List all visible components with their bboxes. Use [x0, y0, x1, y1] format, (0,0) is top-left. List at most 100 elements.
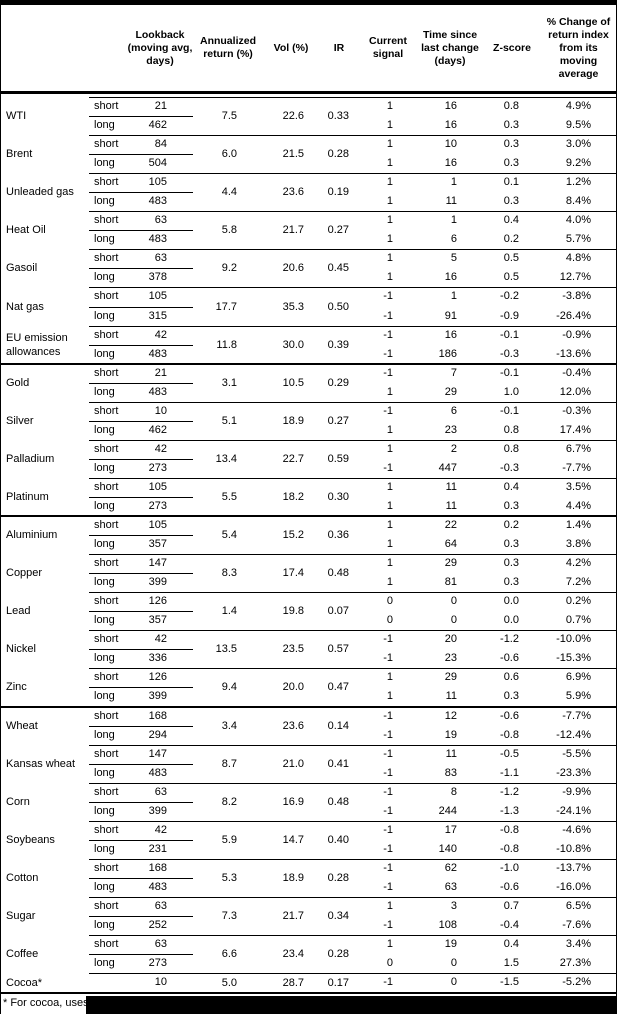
time-since-value: 23 — [444, 423, 457, 436]
z-score-value: 0.1 — [503, 176, 519, 189]
leg-label: long — [94, 880, 115, 893]
time-since-value: 10 — [444, 138, 457, 151]
z-score-value: -0.1 — [500, 404, 519, 417]
signal-value: -1 — [383, 328, 393, 341]
leg-label: short — [94, 519, 119, 532]
subrow-divider — [89, 535, 193, 537]
leg-label-column: short long — [89, 402, 127, 440]
pct-change-value: 9.2% — [565, 157, 591, 170]
annualized-return-value: 5.8 — [221, 224, 237, 237]
signal-value: 1 — [386, 233, 393, 246]
time-since-value: 16 — [444, 328, 457, 341]
row-divider — [89, 592, 616, 594]
z-score-value: 0.3 — [503, 538, 519, 551]
time-since-value: 1 — [450, 290, 457, 303]
z-score-value: -0.8 — [500, 842, 519, 855]
commodity-block: Cotton short long 168 483 5.3 18.9 0.28 -1 -1 62 63… — [1, 858, 616, 897]
lookback-value-column: 105 357 — [127, 516, 193, 554]
subrow-divider — [89, 916, 193, 918]
vol-value: 18.9 — [282, 414, 304, 427]
pct-change-value: -24.1% — [556, 804, 591, 817]
z-score-value-column: 0.8 -0.3 — [483, 440, 541, 478]
commodity-name: Cotton — [6, 871, 39, 884]
commodity-name: Lead — [6, 605, 31, 618]
pct-change-value: 0.2% — [565, 595, 591, 608]
ir-value: 0.07 — [327, 605, 349, 618]
lookback-value: 63 — [154, 899, 167, 912]
commodity-name: Gasoil — [6, 262, 38, 275]
signal-value-column: -1 -1 — [359, 821, 417, 859]
ir-value: 0.28 — [327, 871, 349, 884]
commodity-name: Wheat — [6, 719, 38, 732]
commodity-block: Coffee short long 63 273 6.6 23.4 0.28 1 0 19 0 0.4 1… — [1, 935, 616, 973]
pct-change-value: -7.6% — [562, 919, 591, 932]
header-lookback: Lookback (moving avg, days) — [127, 28, 193, 67]
time-since-value-column: 7 29 — [417, 364, 483, 402]
annualized-return-value: 6.6 — [221, 948, 237, 961]
leg-label: long — [94, 195, 115, 208]
signal-value-column: 1 -1 — [359, 897, 417, 935]
pct-change-value: -0.3% — [562, 404, 591, 417]
subrow-divider — [89, 192, 193, 194]
pct-change-value: 3.5% — [565, 480, 591, 493]
time-since-value: 186 — [438, 347, 457, 360]
z-score-value: 1.5 — [503, 957, 519, 970]
time-since-value: 12 — [444, 709, 457, 722]
leg-label-column: short long — [89, 668, 127, 706]
ir-value: 0.41 — [327, 757, 349, 770]
leg-label: short — [94, 100, 119, 112]
vol-value: 23.4 — [282, 948, 304, 961]
lookback-value: 483 — [148, 385, 167, 398]
leg-label: short — [94, 138, 119, 151]
ir-value: 0.19 — [327, 186, 349, 199]
commodity-block: Nat gas short long 105 315 17.7 35.3 0.50 -1 -1 1 9… — [1, 287, 616, 325]
lookback-value: 21 — [154, 366, 167, 379]
pct-change-value-column: 3.5% 4.4% — [541, 478, 616, 516]
signal-value: -1 — [383, 766, 393, 779]
time-since-value: 16 — [444, 157, 457, 170]
subrow-divider — [89, 687, 193, 689]
pct-change-value: 1.2% — [565, 176, 591, 189]
lookback-value: 168 — [148, 861, 167, 874]
row-divider — [89, 401, 616, 403]
lookback-value: 63 — [154, 785, 167, 798]
leg-label: short — [94, 861, 119, 874]
commodity-name: Silver — [6, 414, 34, 427]
annualized-return-value: 7.5 — [221, 110, 237, 123]
time-since-value: 6 — [450, 404, 457, 417]
z-score-value-column: -0.6 -0.8 — [483, 707, 541, 745]
lookback-value-column: 42 231 — [127, 821, 193, 859]
ir-value: 0.34 — [327, 910, 349, 923]
signal-value: 1 — [386, 538, 393, 551]
leg-label-column: short long — [89, 516, 127, 554]
time-since-value: 244 — [438, 804, 457, 817]
commodity-name: Soybeans — [6, 833, 55, 846]
time-since-value: 5 — [450, 252, 457, 265]
pct-change-value-column: -4.6% -10.8% — [541, 821, 616, 859]
z-score-value: -0.5 — [500, 747, 519, 760]
annualized-return-value: 8.2 — [221, 795, 237, 808]
commodity-block: Kansas wheat short long 147 483 8.7 21.0 0.41 -1… — [1, 744, 616, 783]
time-since-value: 19 — [444, 728, 457, 741]
vol-value: 20.6 — [282, 262, 304, 275]
commodity-name: Kansas wheat — [6, 757, 76, 770]
time-since-value-column: 16 16 — [417, 97, 483, 135]
row-divider — [89, 173, 616, 175]
leg-label: short — [94, 214, 119, 227]
lookback-value: 273 — [148, 461, 167, 474]
z-score-value: 0.4 — [503, 938, 519, 951]
pct-change-value: -16.0% — [556, 880, 591, 893]
lookback-value: 63 — [154, 214, 167, 227]
time-since-value: 20 — [444, 633, 457, 646]
signal-value: -1 — [383, 861, 393, 874]
vol-value: 30.0 — [282, 338, 304, 351]
signal-value: 1 — [386, 938, 393, 951]
commodity-name: Nat gas — [6, 300, 44, 313]
annualized-return-value: 9.2 — [221, 262, 237, 275]
time-since-value-column: 3 108 — [417, 897, 483, 935]
pct-change-value: -5.5% — [562, 747, 591, 760]
row-divider — [1, 705, 616, 708]
vol-value: 35.3 — [282, 300, 304, 313]
time-since-value-column: 29 11 — [417, 668, 483, 706]
pct-change-value: 3.4% — [565, 938, 591, 951]
